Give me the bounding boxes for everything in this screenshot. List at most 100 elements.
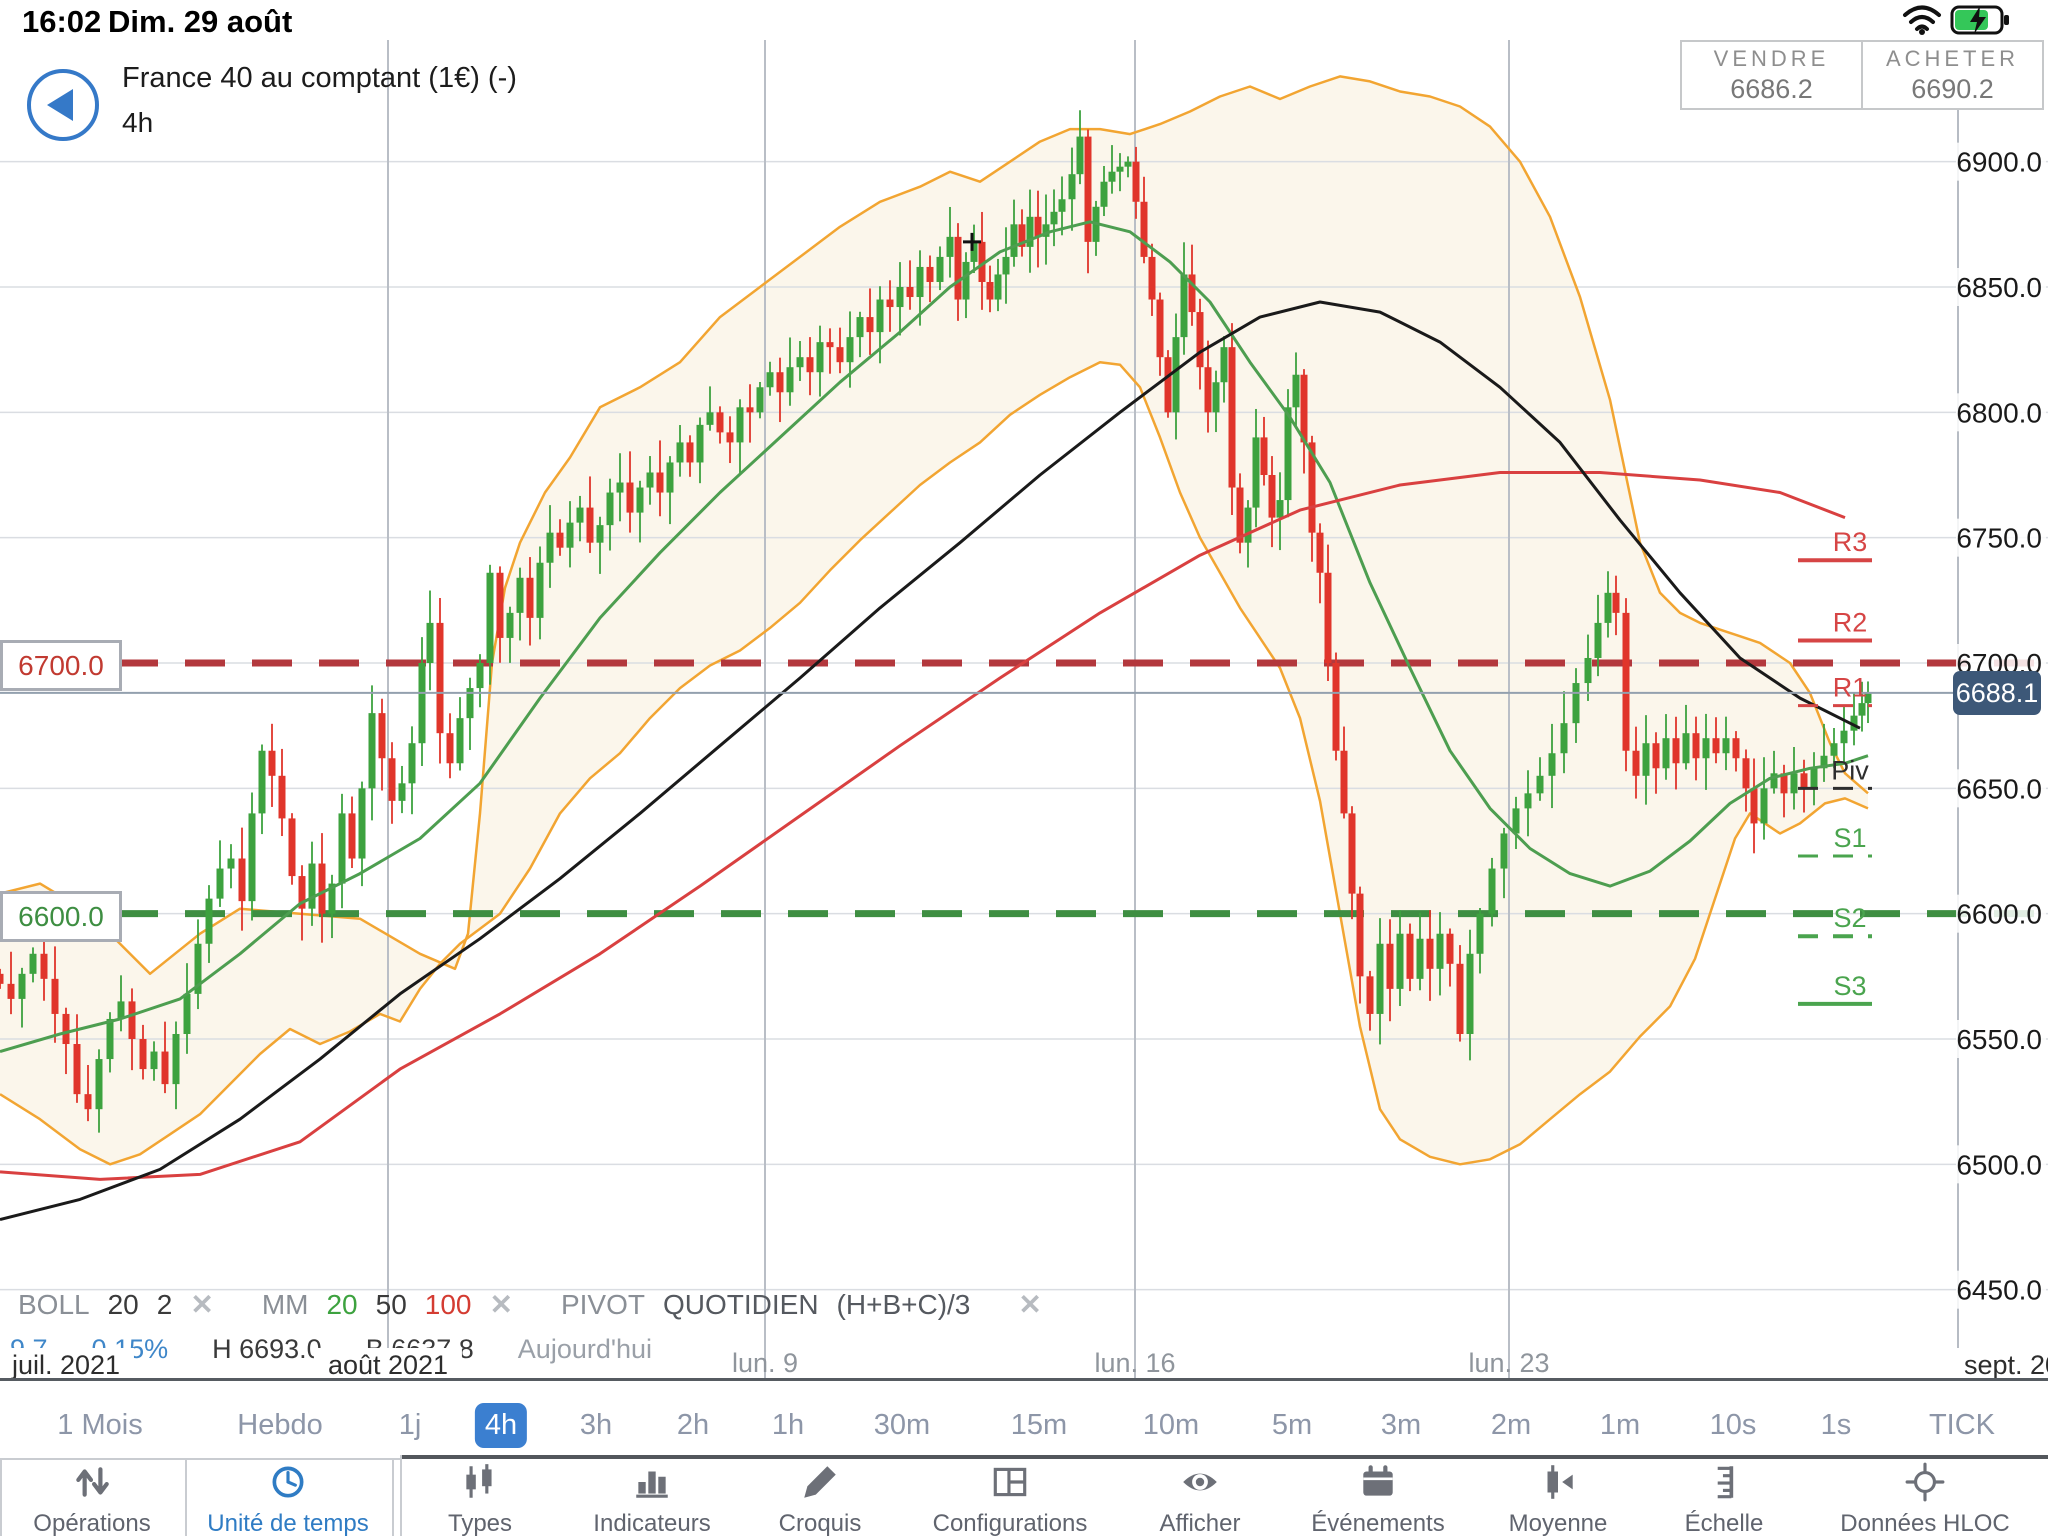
- candle-body: [916, 266, 924, 298]
- axis-label-bg: [1956, 142, 2046, 181]
- pivot-label-s1: S1: [1833, 823, 1866, 853]
- candle-body: [1164, 357, 1172, 413]
- timeframe-3m[interactable]: 3m: [1380, 1409, 1422, 1441]
- candle-body: [378, 713, 386, 759]
- candle-body: [978, 241, 986, 282]
- candle-body: [139, 1039, 147, 1070]
- timeframe-3h[interactable]: 3h: [579, 1409, 613, 1441]
- indicator-bar: BOLL 20 2 ✕ MM 20 50 100 ✕ PIVOT QUOTIDIEN (H+B+C)/…: [18, 1288, 1060, 1321]
- timeframe-1h[interactable]: 1h: [771, 1409, 805, 1441]
- indicator-close-icon[interactable]: ✕: [489, 1289, 513, 1320]
- battery-charging-icon: [1950, 5, 2009, 35]
- candle-body: [268, 750, 276, 776]
- toolbar-evenements[interactable]: Événements: [1283, 1461, 1473, 1536]
- candle-body: [946, 236, 954, 257]
- time-axis-label: août 2021: [313, 1348, 463, 1383]
- target-icon: [1905, 1462, 1945, 1502]
- buy-button[interactable]: ACHETER 6690.2: [1861, 42, 2042, 108]
- toolbar-label: Opérations: [33, 1510, 151, 1536]
- indicator-close-icon[interactable]: ✕: [1018, 1289, 1042, 1320]
- candle-body: [1858, 703, 1866, 716]
- candle-body: [926, 266, 934, 282]
- candle-body: [278, 775, 286, 819]
- timeframe-2m[interactable]: 2m: [1490, 1409, 1532, 1441]
- candles: [0, 110, 1872, 1133]
- axis-label-bg: [1956, 894, 2046, 933]
- wifi-icon: [1903, 5, 1941, 35]
- toolbar-types[interactable]: Types: [385, 1461, 575, 1536]
- price-axis-label: 6900.0: [1956, 147, 2042, 178]
- timeframe-hebdo[interactable]: Hebdo: [237, 1409, 323, 1441]
- toolbar-label: Croquis: [778, 1510, 862, 1536]
- session-label: Aujourd'hui: [517, 1334, 653, 1364]
- alert-level-6600[interactable]: 6600.0: [0, 891, 122, 942]
- candle-body: [348, 813, 356, 859]
- toolbar-donnees-hloc[interactable]: Données HLOC: [1830, 1461, 2020, 1536]
- candle-body: [1324, 572, 1332, 663]
- toolbar-echelle[interactable]: Échelle: [1629, 1461, 1819, 1536]
- timeframe-15m[interactable]: 15m: [1010, 1409, 1068, 1441]
- timeframe-1-mois[interactable]: 1 Mois: [57, 1409, 143, 1441]
- candle-body: [546, 532, 554, 563]
- candle-body: [1692, 733, 1700, 759]
- bar-chart-icon: [636, 1471, 668, 1498]
- toolbar-operations[interactable]: Opérations: [0, 1461, 187, 1536]
- candle-body: [338, 813, 346, 884]
- timeframe-10m[interactable]: 10m: [1142, 1409, 1200, 1441]
- candle-body: [606, 492, 614, 526]
- candle-body: [40, 953, 48, 979]
- candle-body: [426, 622, 434, 663]
- sell-button[interactable]: VENDRE 6686.2: [1682, 42, 1861, 108]
- timeframe-tick[interactable]: TICK: [1928, 1409, 1996, 1441]
- candle-body: [1132, 161, 1140, 202]
- timeframe-1j[interactable]: 1j: [398, 1409, 422, 1441]
- candle-body: [1172, 337, 1180, 413]
- candle-body: [736, 407, 744, 443]
- timeframe-5m[interactable]: 5m: [1271, 1409, 1313, 1441]
- candle-body: [596, 525, 604, 543]
- pivot-label-piv: Piv: [1831, 755, 1869, 785]
- toolbar-afficher[interactable]: Afficher: [1105, 1461, 1295, 1536]
- timeframe-1s[interactable]: 1s: [1820, 1409, 1852, 1441]
- candle-body: [876, 299, 884, 333]
- mm20-line: [0, 220, 1869, 1053]
- candle-body: [1536, 775, 1544, 794]
- indicator-label: PIVOT: [560, 1288, 645, 1320]
- toolbar-croquis[interactable]: Croquis: [725, 1461, 915, 1536]
- timeframe-1m[interactable]: 1m: [1599, 1409, 1641, 1441]
- indicator-close-icon[interactable]: ✕: [190, 1289, 214, 1320]
- candle-body: [418, 663, 426, 744]
- toolbar-unite-de-temps[interactable]: Unité de temps: [193, 1461, 383, 1536]
- candle-body: [1140, 201, 1148, 257]
- toolbar-indicateurs[interactable]: Indicateurs: [557, 1461, 747, 1536]
- candle-body: [150, 1051, 158, 1070]
- alert-level-6700[interactable]: 6700.0: [0, 640, 122, 691]
- candle-body: [1196, 312, 1204, 368]
- axis-label-bg: [1956, 267, 2046, 306]
- pivot-label-s2: S2: [1833, 903, 1866, 933]
- candle-body: [526, 577, 534, 618]
- timeframe-30m[interactable]: 30m: [873, 1409, 931, 1441]
- candle-body: [172, 1033, 180, 1085]
- timeframe-4h[interactable]: 4h: [474, 1403, 528, 1448]
- toolbar-configurations[interactable]: Configurations: [915, 1461, 1105, 1536]
- candle-body: [1604, 592, 1612, 623]
- candle-body: [1612, 592, 1620, 613]
- candle-body: [1244, 507, 1252, 543]
- bollinger-lower-line: [0, 360, 1869, 1166]
- toolbar-moyenne[interactable]: Moyenne: [1463, 1461, 1653, 1536]
- candle-body: [776, 372, 784, 393]
- candle-body: [716, 412, 724, 433]
- status-date: Dim. 29 août: [108, 4, 293, 39]
- candle-body: [1712, 738, 1720, 754]
- timeframe-10s[interactable]: 10s: [1709, 1409, 1757, 1441]
- clock-icon: [272, 1466, 304, 1498]
- price-axis-label: 6550.0: [1956, 1024, 2042, 1055]
- candle-body: [73, 1044, 81, 1095]
- eye-icon: [1183, 1473, 1217, 1491]
- timeframe-2h[interactable]: 2h: [676, 1409, 710, 1441]
- axis-separator: [0, 1378, 2048, 1381]
- candle-body: [1034, 216, 1042, 237]
- back-button[interactable]: [27, 69, 99, 141]
